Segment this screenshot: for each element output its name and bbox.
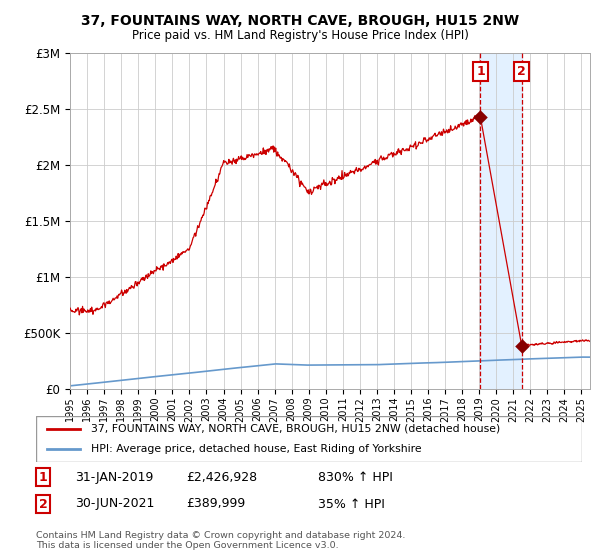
- Text: £389,999: £389,999: [186, 497, 245, 511]
- Text: 30-JUN-2021: 30-JUN-2021: [75, 497, 154, 511]
- Text: 35% ↑ HPI: 35% ↑ HPI: [318, 497, 385, 511]
- Text: Price paid vs. HM Land Registry's House Price Index (HPI): Price paid vs. HM Land Registry's House …: [131, 29, 469, 42]
- Text: 2: 2: [517, 65, 526, 78]
- Text: Contains HM Land Registry data © Crown copyright and database right 2024.
This d: Contains HM Land Registry data © Crown c…: [36, 531, 406, 550]
- Text: HPI: Average price, detached house, East Riding of Yorkshire: HPI: Average price, detached house, East…: [91, 444, 421, 454]
- Text: £2,426,928: £2,426,928: [186, 470, 257, 484]
- Text: 37, FOUNTAINS WAY, NORTH CAVE, BROUGH, HU15 2NW: 37, FOUNTAINS WAY, NORTH CAVE, BROUGH, H…: [81, 14, 519, 28]
- Text: 31-JAN-2019: 31-JAN-2019: [75, 470, 154, 484]
- Point: [476, 113, 485, 122]
- Text: 1: 1: [39, 470, 47, 484]
- Text: 2: 2: [39, 497, 47, 511]
- Text: 37, FOUNTAINS WAY, NORTH CAVE, BROUGH, HU15 2NW (detached house): 37, FOUNTAINS WAY, NORTH CAVE, BROUGH, H…: [91, 423, 500, 433]
- Text: 830% ↑ HPI: 830% ↑ HPI: [318, 470, 393, 484]
- Text: 1: 1: [476, 65, 485, 78]
- Bar: [481, 53, 521, 389]
- Point: [517, 341, 526, 350]
